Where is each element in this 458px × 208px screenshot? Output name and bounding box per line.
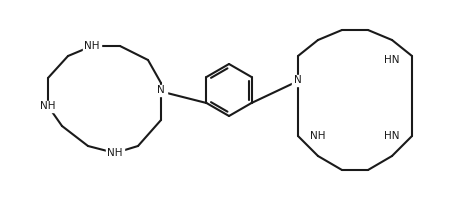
Text: NH: NH <box>107 148 123 158</box>
Bar <box>383 54 401 66</box>
Bar <box>155 84 167 95</box>
Text: HN: HN <box>384 131 400 141</box>
Text: NH: NH <box>84 41 100 51</box>
Text: N: N <box>157 85 165 95</box>
Bar <box>83 41 101 52</box>
Bar <box>383 130 401 141</box>
Text: NH: NH <box>310 131 326 141</box>
Bar <box>39 100 57 111</box>
Text: N: N <box>294 75 302 85</box>
Bar <box>106 147 124 158</box>
Bar <box>292 74 304 85</box>
Text: NH: NH <box>40 101 56 111</box>
Bar <box>309 130 327 141</box>
Text: HN: HN <box>384 55 400 65</box>
